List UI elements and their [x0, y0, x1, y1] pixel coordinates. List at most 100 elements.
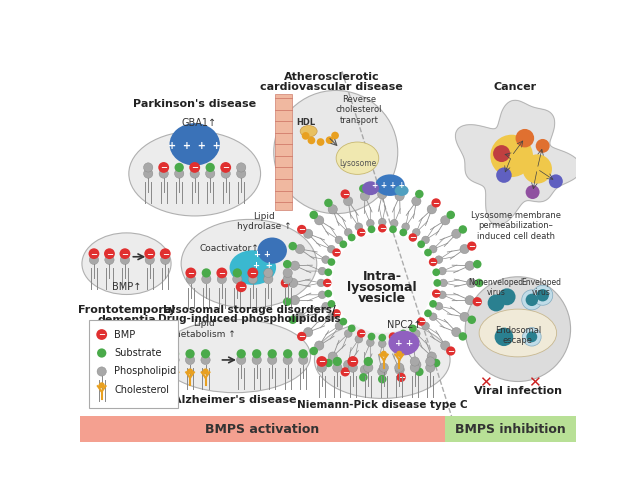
Circle shape	[335, 322, 343, 330]
Circle shape	[318, 291, 326, 299]
Circle shape	[433, 268, 440, 276]
Circle shape	[378, 218, 386, 226]
Circle shape	[186, 355, 195, 365]
Circle shape	[549, 174, 563, 188]
Circle shape	[438, 291, 446, 299]
Circle shape	[190, 169, 199, 178]
Text: Coactivator↑: Coactivator↑	[200, 244, 259, 253]
Circle shape	[233, 268, 242, 277]
Ellipse shape	[522, 155, 552, 183]
Circle shape	[145, 248, 155, 259]
Circle shape	[303, 229, 313, 239]
Circle shape	[427, 205, 436, 214]
Circle shape	[303, 328, 313, 337]
Circle shape	[332, 233, 433, 333]
Circle shape	[318, 267, 326, 275]
Text: −: −	[333, 309, 340, 318]
Text: Cancer: Cancer	[494, 82, 537, 91]
Circle shape	[308, 137, 316, 144]
Circle shape	[364, 357, 373, 366]
Circle shape	[268, 355, 277, 365]
Circle shape	[324, 290, 332, 298]
Circle shape	[120, 255, 129, 264]
Circle shape	[424, 310, 432, 317]
Circle shape	[527, 331, 537, 342]
Circle shape	[274, 90, 397, 214]
Circle shape	[340, 367, 350, 377]
Circle shape	[315, 216, 324, 225]
Circle shape	[310, 347, 318, 355]
Circle shape	[317, 138, 324, 146]
Circle shape	[189, 162, 200, 173]
Circle shape	[525, 294, 538, 306]
Circle shape	[297, 332, 307, 341]
Text: −: −	[162, 249, 169, 258]
Circle shape	[333, 357, 342, 366]
Text: −: −	[188, 269, 195, 278]
Circle shape	[120, 248, 131, 259]
Circle shape	[412, 330, 420, 337]
Text: −: −	[349, 357, 356, 366]
Text: −: −	[358, 330, 365, 338]
Circle shape	[161, 255, 170, 264]
Circle shape	[417, 241, 425, 248]
Circle shape	[217, 274, 227, 284]
Circle shape	[432, 289, 440, 298]
Circle shape	[289, 242, 297, 250]
Text: −: −	[318, 357, 325, 366]
Text: −: −	[342, 190, 349, 199]
Ellipse shape	[395, 185, 408, 196]
Circle shape	[348, 363, 358, 372]
Text: −: −	[433, 289, 440, 299]
Ellipse shape	[170, 123, 220, 166]
Circle shape	[412, 196, 421, 206]
Circle shape	[412, 229, 420, 236]
Circle shape	[145, 255, 154, 264]
Circle shape	[429, 300, 437, 308]
Text: ✕: ✕	[479, 376, 492, 391]
Circle shape	[302, 132, 310, 140]
Circle shape	[105, 255, 114, 264]
Text: + + + +: + + + +	[372, 180, 405, 190]
Text: vesicle: vesicle	[358, 292, 406, 305]
Circle shape	[99, 382, 105, 389]
Circle shape	[335, 236, 343, 244]
Text: −: −	[218, 269, 225, 278]
Text: −: −	[282, 279, 289, 288]
Ellipse shape	[181, 219, 317, 308]
Circle shape	[186, 274, 195, 284]
Circle shape	[143, 169, 153, 178]
Text: −: −	[237, 283, 244, 292]
Text: Reverse
cholesterol
transport: Reverse cholesterol transport	[336, 95, 382, 125]
Circle shape	[344, 360, 353, 369]
Text: BMP: BMP	[114, 330, 135, 339]
Circle shape	[236, 281, 246, 292]
Circle shape	[364, 363, 373, 372]
Text: Lysosome: Lysosome	[339, 159, 376, 168]
Circle shape	[522, 328, 541, 346]
Ellipse shape	[375, 174, 404, 196]
Circle shape	[355, 223, 363, 231]
Circle shape	[522, 290, 542, 310]
Circle shape	[324, 359, 333, 367]
Circle shape	[159, 169, 168, 178]
Circle shape	[283, 349, 292, 358]
Text: Niemann-Pick disease type C: Niemann-Pick disease type C	[297, 400, 468, 410]
Circle shape	[315, 341, 324, 350]
Circle shape	[339, 241, 348, 248]
Circle shape	[429, 313, 437, 321]
Text: Atherosclerotic: Atherosclerotic	[284, 72, 380, 82]
Text: Endosomal
escape: Endosomal escape	[495, 326, 541, 345]
Circle shape	[378, 334, 386, 341]
Circle shape	[488, 295, 505, 312]
Circle shape	[357, 329, 365, 337]
Circle shape	[323, 279, 332, 287]
Ellipse shape	[82, 233, 171, 295]
Circle shape	[367, 332, 376, 340]
Circle shape	[367, 339, 374, 346]
Circle shape	[536, 289, 549, 301]
Circle shape	[447, 211, 455, 219]
Circle shape	[248, 267, 259, 278]
Circle shape	[322, 302, 330, 310]
Circle shape	[399, 229, 407, 236]
